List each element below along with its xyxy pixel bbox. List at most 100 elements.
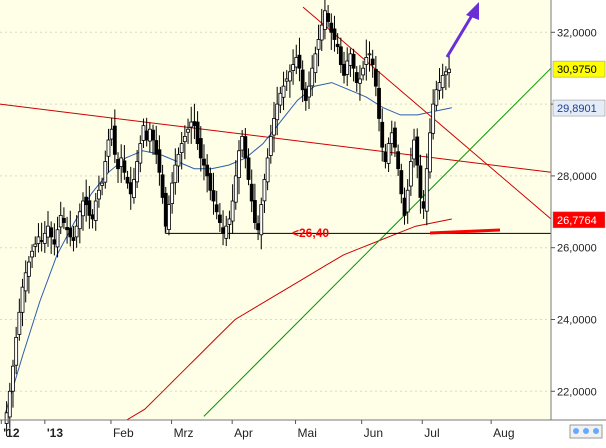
candle-body	[17, 311, 22, 335]
candle-body	[291, 64, 295, 71]
candle-body	[39, 240, 44, 242]
candle-body	[323, 10, 327, 30]
candle-body	[307, 85, 311, 98]
candle-body	[46, 225, 50, 238]
candle-body	[338, 46, 343, 66]
candle-body	[424, 168, 429, 212]
support-annotation-marker	[429, 228, 501, 235]
candle-body	[211, 190, 216, 202]
candle-body	[412, 139, 416, 160]
candle-body	[227, 218, 232, 225]
x-tick-label: '13	[47, 426, 64, 440]
candle-body	[421, 201, 426, 209]
candle-body	[447, 68, 451, 73]
candle-body	[265, 157, 270, 183]
candle-body	[58, 214, 63, 228]
candle-body	[348, 53, 353, 66]
candle-body	[217, 214, 222, 223]
candle-body	[157, 149, 162, 173]
candle-body	[316, 39, 321, 50]
candle-body	[103, 161, 108, 183]
candle-body	[272, 118, 276, 136]
candle-body	[383, 152, 388, 162]
candle-body	[252, 200, 257, 223]
candle-body	[303, 88, 308, 101]
candle-body	[288, 71, 292, 82]
candle-body	[351, 53, 356, 69]
candle-body	[233, 175, 238, 203]
candle-body	[428, 132, 432, 173]
candle-body	[179, 143, 184, 154]
candle-body	[192, 121, 197, 127]
candle-body	[364, 57, 369, 65]
candle-body	[297, 54, 302, 69]
candle-body	[30, 250, 34, 258]
candle-body	[259, 204, 264, 236]
candle-body	[55, 229, 60, 248]
x-tick-label: Apr	[234, 426, 253, 440]
candle-body	[147, 128, 152, 142]
support-annotation-label: <26,40	[292, 226, 329, 240]
y-tick-label: 26,0000	[557, 243, 597, 255]
candle-body	[386, 143, 391, 164]
candle-body	[437, 82, 442, 91]
candle-body	[335, 43, 340, 48]
candle-body	[23, 272, 28, 292]
x-tick-label: '12	[3, 426, 20, 440]
candle-body	[354, 72, 359, 83]
value-box-label: 29,8901	[557, 103, 597, 115]
candle-body	[62, 217, 66, 223]
candle-body	[431, 103, 436, 134]
candle-body	[189, 121, 194, 128]
candle-body	[249, 183, 254, 202]
candle-body	[71, 237, 76, 241]
candle-body	[237, 150, 241, 178]
candle-body	[100, 182, 105, 186]
candle-body	[396, 151, 401, 170]
corner-dot-icon	[573, 428, 579, 434]
candle-body	[182, 136, 187, 143]
candle-body	[167, 204, 171, 230]
candle-body	[408, 161, 413, 187]
value-box	[552, 99, 606, 117]
candle-body	[256, 223, 260, 231]
candle-body	[440, 74, 445, 89]
candle-body	[443, 71, 448, 76]
candle-body	[358, 78, 362, 84]
candle-body	[119, 157, 124, 167]
candle-body	[163, 192, 168, 227]
plot-area	[0, 0, 551, 420]
candle-body	[380, 121, 385, 148]
x-tick-label: Jun	[364, 426, 383, 440]
candle-body	[97, 189, 101, 200]
candle-body	[20, 286, 25, 313]
y-tick-label: 32,0000	[557, 27, 597, 39]
candle-body	[125, 176, 130, 184]
candle-body	[377, 87, 381, 119]
candle-body	[68, 227, 73, 238]
y-tick-label: 28,0000	[557, 171, 597, 183]
candle-body	[405, 189, 410, 213]
candle-body	[151, 129, 155, 141]
candle-body	[399, 170, 404, 195]
corner-dot-icon	[593, 428, 599, 434]
candle-body	[138, 143, 143, 164]
candle-body	[77, 211, 82, 230]
candle-body	[281, 85, 286, 98]
trend-line	[302, 6, 552, 220]
candle-body	[11, 365, 15, 392]
y-tick-label: 22,0000	[557, 386, 597, 398]
candle-body	[128, 182, 133, 195]
candle-body	[326, 13, 331, 22]
candle-body	[112, 125, 117, 155]
candle-body	[52, 239, 57, 245]
candle-body	[122, 160, 127, 173]
candle-body	[81, 200, 85, 217]
candle-body	[170, 182, 175, 204]
candle-body	[393, 127, 397, 148]
candle-body	[361, 67, 366, 76]
candle-body	[135, 161, 140, 183]
candle-body	[268, 136, 273, 156]
